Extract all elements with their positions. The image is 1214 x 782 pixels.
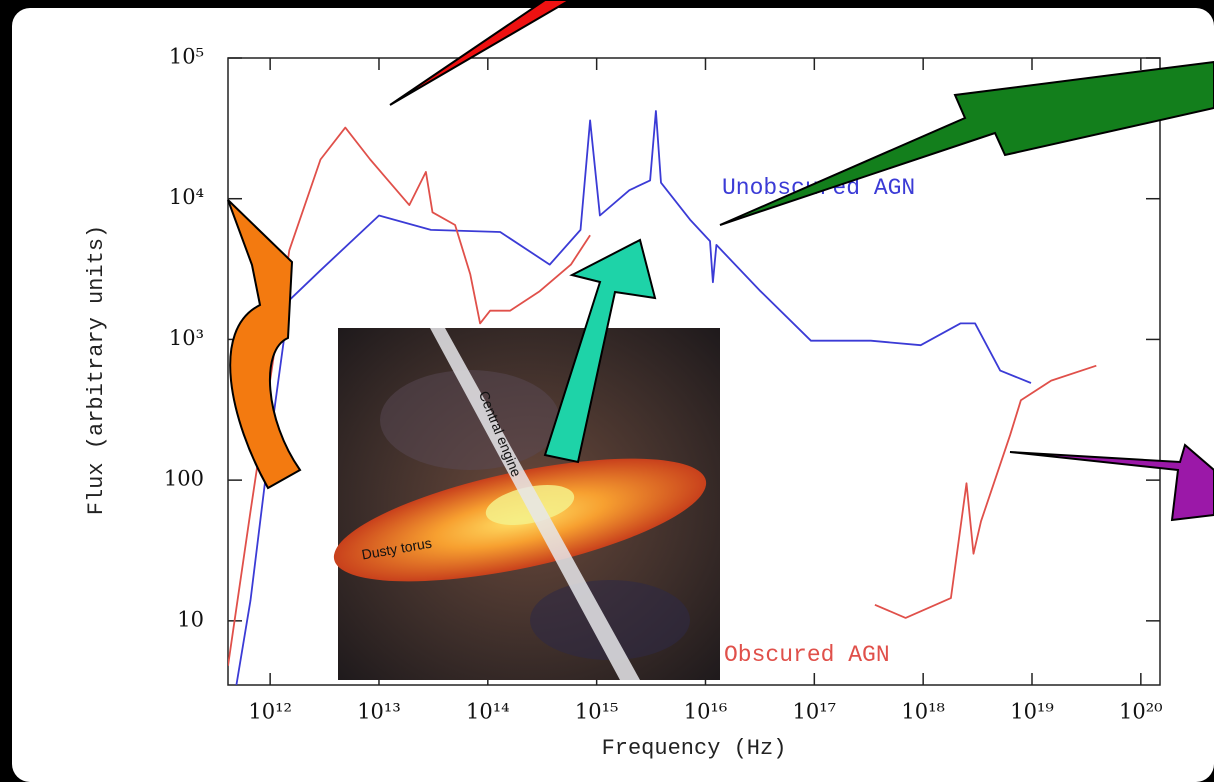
- x-axis-label: Frequency (Hz): [602, 736, 787, 761]
- y-tick-label: 10⁴: [169, 185, 204, 209]
- y-tick-label: 10⁵: [169, 45, 204, 69]
- x-tick-label: 10¹³: [357, 700, 401, 724]
- x-tick-label: 10²⁰: [1119, 700, 1163, 724]
- series-label: Obscured AGN: [724, 642, 890, 668]
- y-tick-label: 100: [164, 467, 204, 491]
- x-tick-label: 10¹²: [248, 700, 292, 724]
- x-tick-label: 10¹⁶: [684, 700, 728, 724]
- y-axis-label: Flux (arbitrary units): [84, 225, 109, 515]
- slide: 10¹² 10¹³ 10¹⁴ 10¹⁵ 10¹⁶ 10¹⁷ 10¹⁸ 10¹⁹ 10²⁰ 10 10…: [0, 0, 1214, 782]
- x-tick-label: 10¹⁹: [1010, 700, 1054, 724]
- x-tick-label: 10¹⁸: [901, 700, 945, 724]
- y-tick-label: 10: [177, 607, 204, 631]
- x-tick-label: 10¹⁴: [466, 700, 510, 724]
- x-tick-label: 10¹⁷: [793, 700, 837, 724]
- y-tick-label: 10³: [169, 326, 204, 350]
- x-tick-label: 10¹⁵: [575, 700, 619, 724]
- inset-image: Dusty torus Central engine: [324, 328, 720, 680]
